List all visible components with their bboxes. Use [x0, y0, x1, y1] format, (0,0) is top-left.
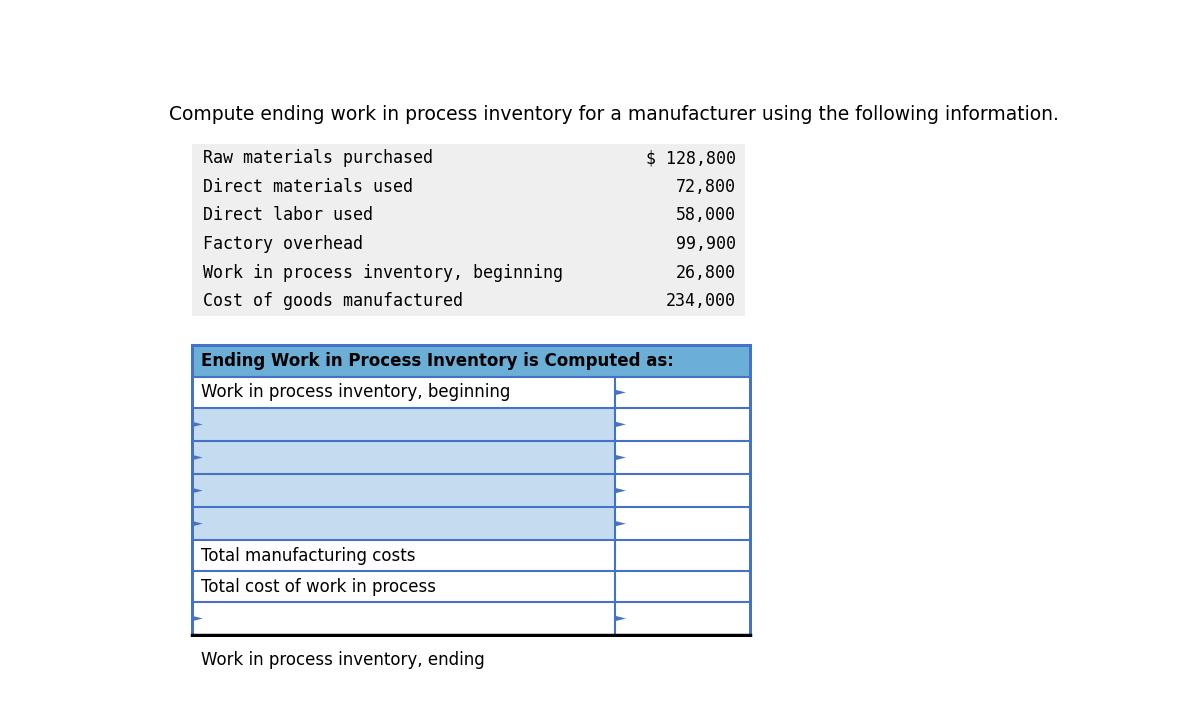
Bar — [192, 377, 616, 408]
Text: 26,800: 26,800 — [676, 263, 736, 282]
Bar — [616, 377, 750, 408]
Bar — [616, 408, 750, 441]
Bar — [616, 540, 750, 571]
Text: $ 128,800: $ 128,800 — [646, 149, 736, 167]
Bar — [192, 201, 745, 230]
Polygon shape — [616, 521, 626, 526]
Bar — [616, 441, 750, 474]
Polygon shape — [616, 422, 626, 427]
Bar — [192, 408, 616, 441]
Text: Work in process inventory, beginning: Work in process inventory, beginning — [202, 384, 510, 402]
Bar — [192, 540, 616, 571]
Text: 58,000: 58,000 — [676, 206, 736, 225]
Polygon shape — [192, 488, 203, 493]
Polygon shape — [616, 390, 626, 395]
Text: Total manufacturing costs: Total manufacturing costs — [202, 546, 415, 565]
Bar — [192, 474, 616, 507]
Bar — [616, 507, 750, 540]
Bar — [616, 474, 750, 507]
Bar — [192, 571, 616, 602]
Text: Work in process inventory, beginning: Work in process inventory, beginning — [203, 263, 563, 282]
Text: Ending Work in Process Inventory is Computed as:: Ending Work in Process Inventory is Comp… — [202, 352, 674, 370]
Text: Work in process inventory, ending: Work in process inventory, ending — [202, 652, 485, 669]
Polygon shape — [192, 422, 203, 427]
Polygon shape — [192, 455, 203, 460]
Polygon shape — [616, 455, 626, 460]
Text: 234,000: 234,000 — [666, 293, 736, 311]
Text: Factory overhead: Factory overhead — [203, 235, 364, 253]
Polygon shape — [192, 521, 203, 526]
Bar — [192, 441, 616, 474]
Polygon shape — [616, 616, 626, 621]
Bar — [192, 144, 745, 173]
Text: Cost of goods manufactured: Cost of goods manufactured — [203, 293, 463, 311]
Bar — [192, 287, 745, 316]
Text: Compute ending work in process inventory for a manufacturer using the following : Compute ending work in process inventory… — [168, 105, 1058, 124]
Text: 99,900: 99,900 — [676, 235, 736, 253]
Text: Direct materials used: Direct materials used — [203, 178, 413, 195]
Bar — [616, 602, 750, 635]
Bar — [192, 645, 616, 676]
Bar — [192, 507, 616, 540]
Text: Direct labor used: Direct labor used — [203, 206, 373, 225]
Bar — [192, 230, 745, 258]
Polygon shape — [192, 616, 203, 621]
Bar — [192, 258, 745, 287]
Text: Total cost of work in process: Total cost of work in process — [202, 578, 436, 596]
Bar — [616, 645, 750, 676]
Polygon shape — [616, 488, 626, 493]
Bar — [192, 602, 616, 635]
Text: Raw materials purchased: Raw materials purchased — [203, 149, 433, 167]
Bar — [192, 173, 745, 201]
Text: 72,800: 72,800 — [676, 178, 736, 195]
Bar — [616, 571, 750, 602]
Bar — [192, 345, 750, 377]
